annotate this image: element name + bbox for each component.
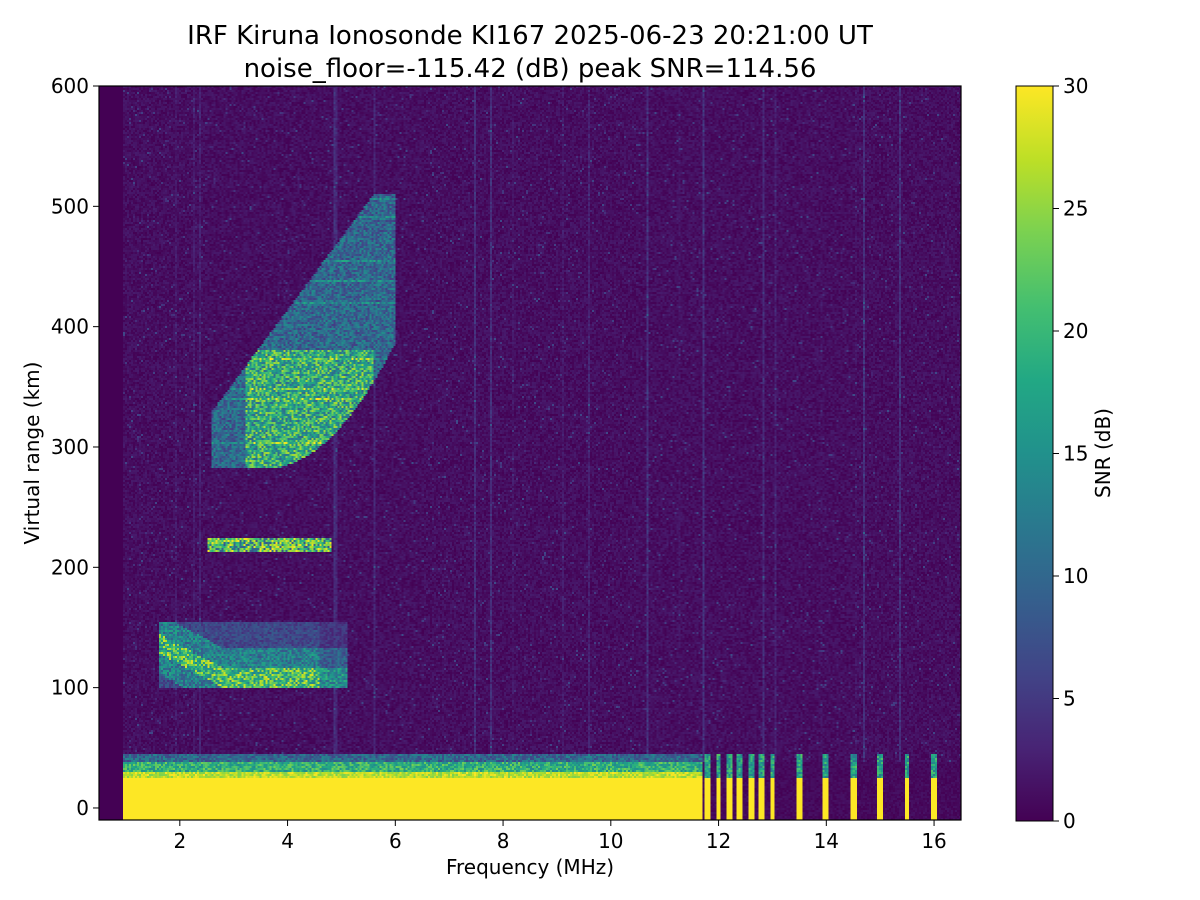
chart-title: IRF Kiruna Ionosonde KI167 2025-06-23 20… bbox=[187, 21, 873, 51]
colorbar-gradient bbox=[1016, 86, 1053, 821]
colorbar-tick-label: 15 bbox=[1063, 442, 1088, 466]
plot-frame bbox=[98, 85, 962, 821]
chart-subtitle: noise_floor=-115.42 (dB) peak SNR=114.56 bbox=[244, 54, 817, 84]
y-tick-label: 200 bbox=[51, 555, 89, 579]
colorbar-tick-label: 20 bbox=[1063, 319, 1088, 343]
y-tick-label: 400 bbox=[51, 315, 89, 339]
x-tick-label: 4 bbox=[281, 829, 294, 853]
x-axis: 2 4 6 8 10 12 14 16 bbox=[173, 820, 947, 853]
x-tick-label: 12 bbox=[706, 829, 731, 853]
x-tick-label: 10 bbox=[598, 829, 623, 853]
y-tick-label: 100 bbox=[51, 676, 89, 700]
colorbar-tick-label: 25 bbox=[1063, 197, 1088, 221]
x-tick-label: 14 bbox=[814, 829, 839, 853]
y-axis-label: Virtual range (km) bbox=[20, 362, 44, 545]
y-tick-label: 600 bbox=[51, 74, 89, 98]
y-axis: 0 100 200 300 400 500 600 bbox=[51, 74, 99, 820]
y-tick-label: 500 bbox=[51, 194, 89, 218]
colorbar-tick-label: 10 bbox=[1063, 564, 1088, 588]
colorbar-ticks: 0 5 10 15 20 25 30 bbox=[1053, 74, 1088, 833]
x-tick-label: 16 bbox=[921, 829, 946, 853]
x-tick-label: 6 bbox=[389, 829, 402, 853]
x-tick-label: 8 bbox=[497, 829, 510, 853]
x-axis-label: Frequency (MHz) bbox=[446, 855, 614, 879]
colorbar-tick-label: 30 bbox=[1063, 74, 1088, 98]
y-tick-label: 300 bbox=[51, 435, 89, 459]
colorbar-tick-label: 5 bbox=[1063, 687, 1076, 711]
colorbar-label: SNR (dB) bbox=[1091, 408, 1115, 498]
heatmap-image bbox=[99, 86, 961, 820]
colorbar-tick-label: 0 bbox=[1063, 809, 1076, 833]
colorbar: 0 5 10 15 20 25 30 bbox=[1015, 74, 1088, 833]
y-tick-label: 0 bbox=[76, 796, 89, 820]
x-tick-label: 2 bbox=[173, 829, 186, 853]
heatmap-plot-area bbox=[99, 86, 961, 820]
